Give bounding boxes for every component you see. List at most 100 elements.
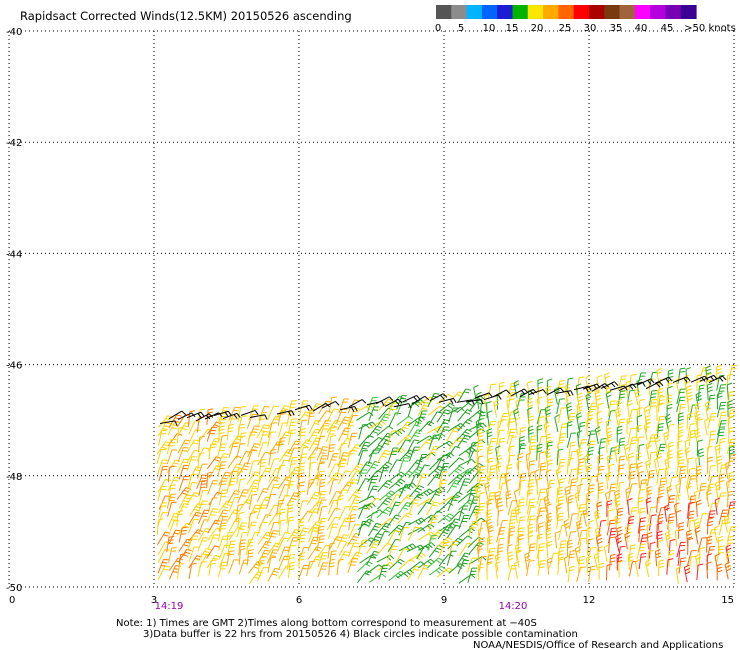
wind-barb	[448, 407, 459, 423]
wind-barb	[586, 419, 592, 437]
wind-barb	[327, 542, 336, 559]
wind-barb	[387, 530, 401, 544]
wind-barb	[546, 469, 552, 487]
wind-barb	[368, 406, 380, 422]
wind-barb	[488, 464, 496, 482]
wind-barb	[398, 457, 410, 473]
wind-barb	[615, 533, 622, 552]
wind-barb	[358, 441, 371, 457]
wind-barb	[277, 537, 289, 552]
wind-barb	[396, 548, 410, 562]
wind-barb	[728, 408, 736, 426]
wind-barb	[727, 507, 735, 524]
wind-barb	[456, 428, 472, 441]
wind-barb	[707, 394, 716, 411]
wind-barb	[256, 521, 268, 537]
wind-barb	[448, 510, 465, 523]
wind-barb	[555, 503, 562, 522]
wind-barb	[566, 421, 573, 439]
wind-barb	[704, 401, 712, 419]
wind-barb	[393, 403, 412, 409]
wind-barb	[557, 407, 567, 424]
wind-barb	[266, 494, 277, 510]
wind-barb	[526, 560, 535, 577]
wind-barb	[677, 549, 685, 566]
wind-barb	[606, 519, 616, 536]
wind-barb	[238, 548, 246, 565]
wind-barb	[674, 528, 681, 547]
wind-barb	[716, 401, 727, 418]
wind-barb	[258, 431, 269, 447]
wind-barb	[376, 506, 393, 519]
wind-barb	[218, 561, 228, 578]
wind-barb	[158, 429, 167, 446]
wind-barb	[318, 506, 328, 522]
wind-barb	[675, 566, 682, 584]
wind-barb	[498, 412, 509, 429]
wind-barb	[537, 559, 546, 577]
wind-barb	[536, 514, 543, 532]
wind-barb	[417, 410, 428, 426]
wind-barb	[207, 497, 218, 513]
wind-barb	[178, 538, 193, 552]
wind-barb	[476, 448, 483, 466]
wind-barb	[227, 455, 242, 469]
x-tick-label: 12	[583, 595, 596, 606]
wind-barb	[458, 458, 476, 467]
wind-barb	[228, 406, 241, 422]
wind-barb	[556, 448, 564, 466]
wind-barb	[240, 409, 259, 416]
wind-barb	[538, 462, 547, 479]
wind-barb	[287, 537, 299, 553]
wind-barb	[226, 531, 234, 549]
wind-barb	[157, 565, 171, 580]
wind-barb	[714, 497, 721, 516]
legend-tick-label: 35	[610, 23, 623, 34]
wind-barb	[664, 530, 672, 549]
wind-barb	[226, 540, 236, 557]
wind-barb	[515, 398, 521, 417]
wind-barb	[587, 538, 594, 556]
legend-swatch	[634, 5, 651, 19]
wind-barb	[667, 423, 675, 441]
wind-barb	[308, 555, 322, 570]
wind-barb	[387, 447, 399, 463]
wind-barb	[267, 556, 276, 573]
wind-barb	[474, 508, 481, 527]
x-tick-label: 9	[441, 595, 447, 606]
wind-barb	[226, 423, 234, 441]
wind-barb	[492, 389, 511, 398]
wind-barb	[366, 550, 380, 565]
legend-swatch	[604, 5, 621, 19]
wind-barb	[407, 527, 426, 536]
wind-barb	[438, 471, 448, 488]
y-tick-label: -46	[6, 361, 22, 372]
wind-barb	[537, 498, 546, 515]
wind-barb	[608, 536, 615, 554]
wind-barb	[408, 499, 419, 515]
wind-barb	[246, 549, 254, 566]
wind-barb	[558, 540, 567, 557]
wind-barb	[677, 431, 684, 449]
wind-barb	[695, 499, 702, 517]
wind-barb	[177, 447, 189, 463]
wind-barb	[428, 411, 443, 425]
wind-barb	[219, 434, 228, 451]
wind-barb	[327, 507, 341, 522]
wind-barb	[458, 574, 476, 584]
wind-barb	[366, 540, 381, 554]
wind-barb	[568, 513, 578, 529]
wind-barb	[656, 367, 663, 386]
wind-barb	[167, 465, 175, 483]
wind-barb	[727, 400, 734, 418]
wind-barb	[477, 455, 484, 473]
wind-barb	[658, 486, 665, 504]
wind-barb	[208, 443, 216, 460]
wind-barb	[216, 443, 227, 459]
wind-barb	[645, 441, 652, 460]
wind-barb	[236, 443, 246, 459]
wind-barb	[297, 462, 306, 479]
wind-barb	[676, 541, 686, 558]
wind-barb	[635, 424, 642, 442]
wind-barb	[634, 559, 641, 577]
